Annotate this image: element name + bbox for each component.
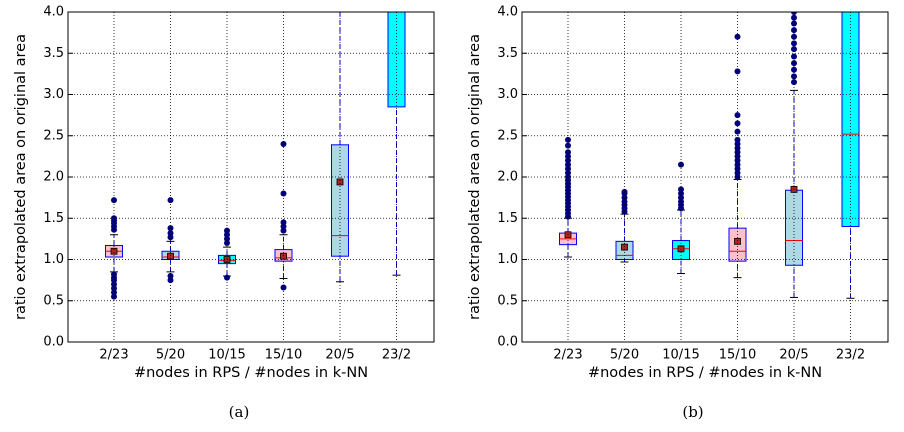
flier <box>280 227 287 234</box>
y-tick-label: 2.0 <box>497 170 518 185</box>
y-tick-label: 1.0 <box>43 252 64 267</box>
x-axis-label: #nodes in RPS / #nodes in k-NN <box>134 365 368 381</box>
plot-area <box>105 12 406 300</box>
flier <box>280 190 287 197</box>
y-tick-label: 0.0 <box>497 335 518 350</box>
axes-frame <box>67 11 435 343</box>
flier <box>224 274 230 281</box>
x-tick-label: 15/10 <box>265 348 302 363</box>
x-tick-label: 10/15 <box>662 348 699 363</box>
x-tick-label: 20/5 <box>779 348 808 363</box>
flier <box>734 112 741 119</box>
flier <box>734 169 741 176</box>
flier <box>791 79 797 86</box>
flier <box>111 289 117 296</box>
box <box>331 144 349 257</box>
y-tick-label: 3.0 <box>43 87 64 102</box>
x-tick-label: 10/15 <box>208 348 245 363</box>
flier <box>791 46 797 53</box>
x-tick-label: 23/2 <box>836 348 865 363</box>
flier <box>167 230 174 237</box>
y-tick-label: 2.0 <box>43 170 64 185</box>
flier <box>111 197 117 204</box>
flier <box>621 188 628 195</box>
flier <box>167 277 174 284</box>
flier <box>621 194 628 201</box>
flier <box>224 227 230 234</box>
x-tick-label: 20/5 <box>325 348 354 363</box>
flier <box>791 53 797 60</box>
y-tick-label: 3.5 <box>43 46 64 61</box>
flier <box>565 161 571 168</box>
mean <box>110 247 118 255</box>
caption: (a) <box>229 403 250 421</box>
caption: (b) <box>682 403 703 421</box>
mean <box>336 178 344 186</box>
flier <box>791 73 797 80</box>
x-axis-label: #nodes in RPS / #nodes in k-NN <box>588 365 822 381</box>
plot-area <box>559 12 860 299</box>
y-axis-label: ratio extrapolated area on original area <box>13 34 29 320</box>
flier <box>734 128 741 135</box>
flier <box>280 223 287 230</box>
flier <box>734 68 741 75</box>
y-tick-label: 0.0 <box>43 335 64 350</box>
flier <box>734 145 741 152</box>
flier <box>111 281 117 288</box>
mean <box>621 243 628 251</box>
y-tick-label: 0.5 <box>43 293 64 308</box>
y-tick-label: 3.0 <box>497 87 518 102</box>
y-axis-label: ratio extrapolated area on original area <box>467 34 483 320</box>
y-tick-label: 1.0 <box>497 252 518 267</box>
flier <box>734 161 741 168</box>
y-tick-label: 1.5 <box>43 211 64 226</box>
flier <box>224 235 230 242</box>
x-tick-label: 5/20 <box>156 348 185 363</box>
flier <box>791 20 797 27</box>
axes-frame <box>521 11 889 343</box>
flier <box>280 284 287 291</box>
y-tick-label: 1.5 <box>497 211 518 226</box>
x-tick-label: 23/2 <box>382 348 411 363</box>
x-tick-label: 2/23 <box>553 348 582 363</box>
y-tick-label: 2.5 <box>497 128 518 143</box>
flier <box>565 169 571 176</box>
flier <box>734 157 741 164</box>
flier <box>111 293 117 300</box>
flier <box>791 40 797 47</box>
flier <box>791 14 797 21</box>
x-tick-label: 15/10 <box>719 348 756 363</box>
box <box>387 12 406 108</box>
flier <box>111 226 117 233</box>
y-tick-label: 4.0 <box>43 5 64 20</box>
box <box>841 12 860 227</box>
flier <box>565 142 571 149</box>
flier <box>565 149 571 156</box>
flier <box>734 149 741 156</box>
flier <box>678 194 684 201</box>
mean <box>677 245 685 253</box>
flier <box>565 157 571 164</box>
y-tick-label: 4.0 <box>497 5 518 20</box>
flier <box>111 277 117 284</box>
y-tick-label: 3.5 <box>497 46 518 61</box>
x-tick-label: 5/20 <box>610 348 639 363</box>
flier <box>734 136 741 143</box>
x-tick-label: 2/23 <box>99 348 128 363</box>
y-tick-label: 0.5 <box>497 293 518 308</box>
flier <box>678 161 684 168</box>
mean <box>280 252 287 260</box>
y-tick-label: 2.5 <box>43 128 64 143</box>
mean <box>734 237 741 245</box>
flier <box>791 12 797 15</box>
flier <box>678 190 684 197</box>
flier <box>565 136 571 143</box>
flier <box>167 197 174 204</box>
